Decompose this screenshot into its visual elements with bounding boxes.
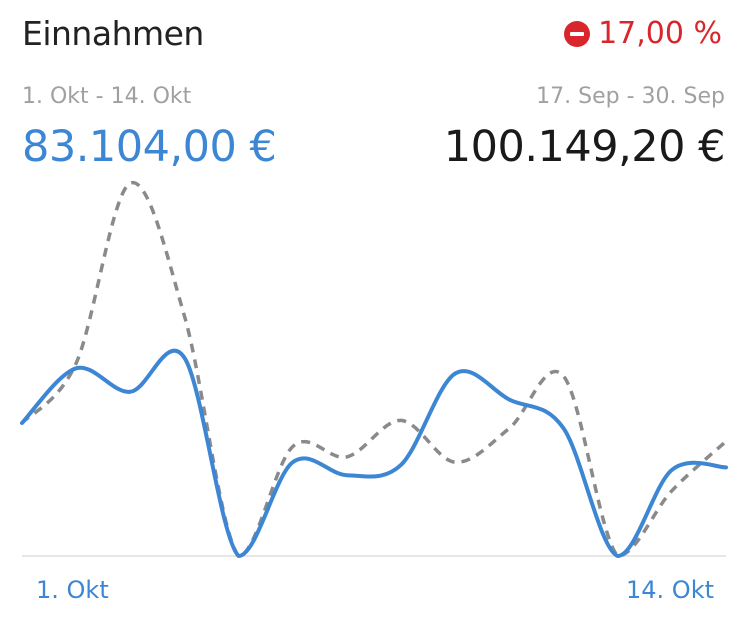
x-tick-label-first: 1. Okt: [36, 576, 109, 604]
x-tick-label-last: 14. Okt: [626, 576, 714, 604]
widget-title: Einnahmen: [22, 14, 204, 53]
series-line-previous: [20, 181, 728, 558]
current-total: 83.104,00 €: [22, 122, 277, 172]
current-period-label: 1. Okt - 14. Okt: [22, 84, 192, 109]
minus-circle-icon: [564, 20, 591, 47]
previous-total: 100.149,20 €: [443, 122, 726, 172]
change-indicator: 17,00 %: [564, 16, 722, 51]
previous-period-label: 17. Sep - 30. Sep: [536, 84, 725, 109]
series-line-current: [20, 348, 728, 558]
change-value: 17,00 %: [598, 16, 722, 51]
